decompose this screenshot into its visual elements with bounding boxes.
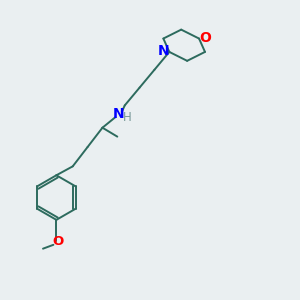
Text: H: H xyxy=(123,111,131,124)
Text: O: O xyxy=(52,235,64,248)
Text: O: O xyxy=(199,31,211,45)
Text: N: N xyxy=(158,44,170,58)
Text: N: N xyxy=(113,107,124,121)
